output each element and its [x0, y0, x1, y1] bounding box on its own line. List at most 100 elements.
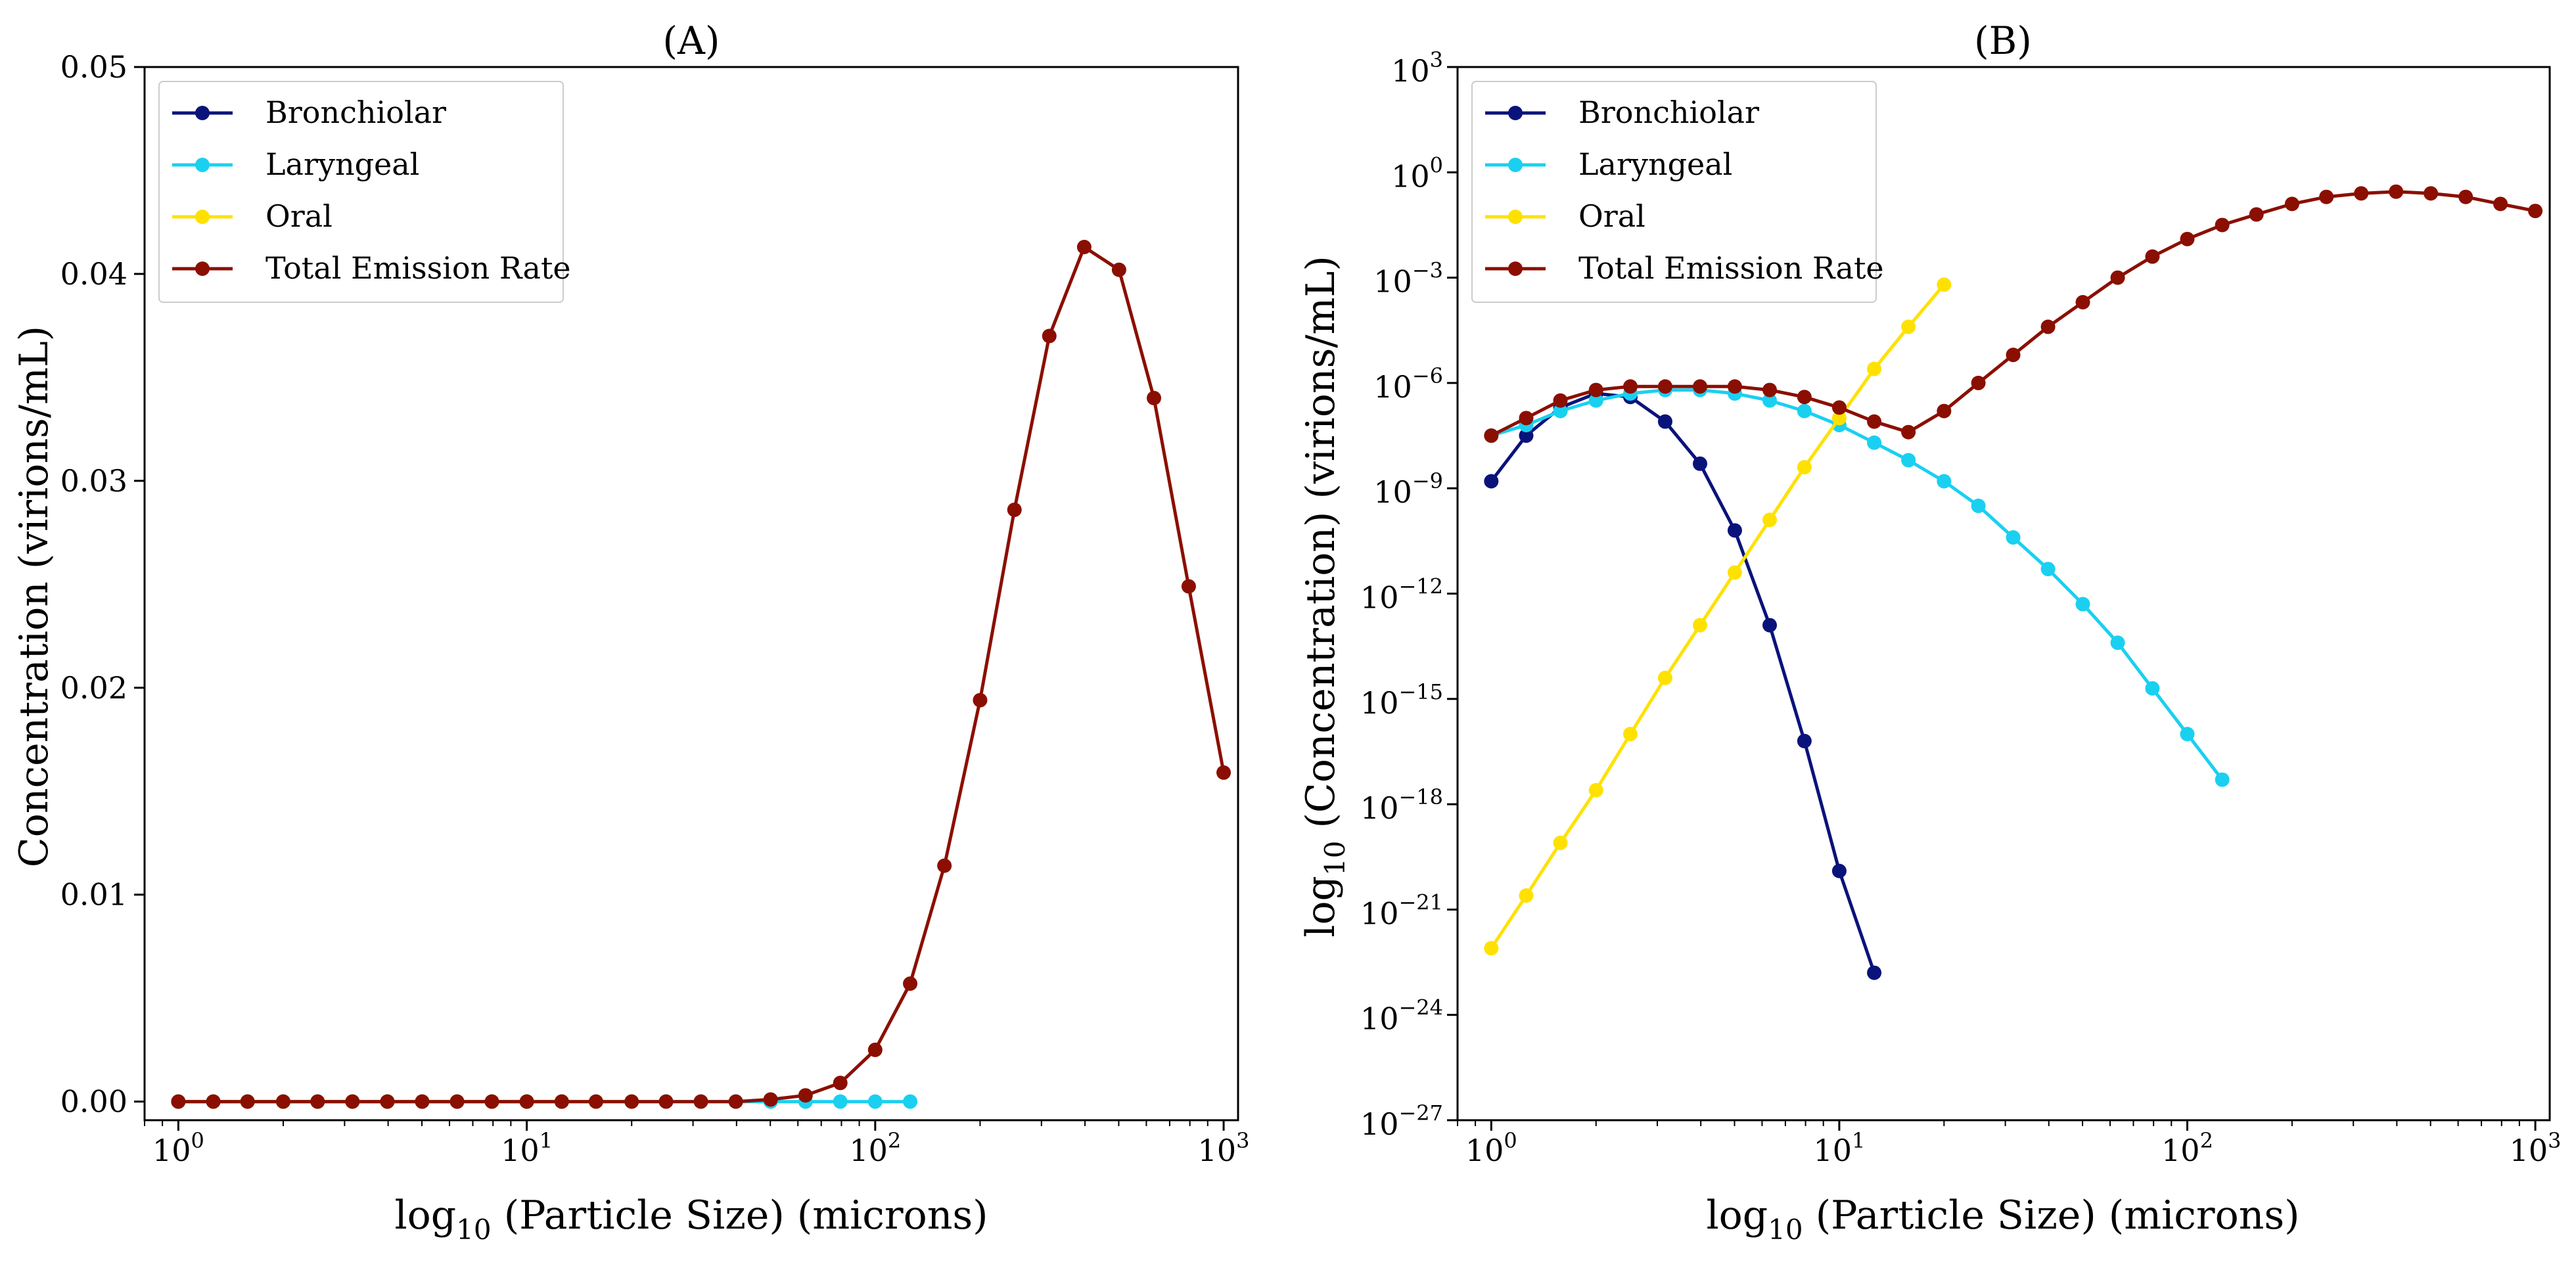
panel-b-point-total-emission-rate	[2284, 196, 2299, 212]
panel-a-legend-label-laryngeal: Laryngeal	[265, 147, 419, 182]
panel-b-y-tick-exponent: −9	[1412, 468, 1443, 493]
panel-b-y-tick-exponent: −15	[1398, 679, 1443, 704]
panel-a-point-total-emission-rate	[415, 1094, 430, 1109]
panel-a-x-tick-base: 10	[849, 1133, 888, 1168]
panel-b-point-total-emission-rate	[2458, 189, 2473, 204]
panel-b-point-oral	[1693, 618, 1708, 633]
panel-a-point-total-emission-rate	[345, 1094, 360, 1109]
panel-b-axes-frame	[1456, 66, 2551, 1122]
panel-b-y-tick-exponent: 3	[1430, 47, 1443, 72]
panel-a-point-total-emission-rate	[449, 1094, 465, 1109]
panel-b-legend: Bronchiolar Laryngeal Oral Total Emission R…	[1471, 81, 1884, 303]
panel-a-x-tick-exponent: 3	[1236, 1128, 1249, 1153]
panel-b-point-oral	[1553, 835, 1568, 850]
panel-a-legend-label-oral: Oral	[265, 198, 333, 234]
panel-a-point-total-emission-rate	[1111, 262, 1126, 277]
panel-b-point-bronchiolar	[1831, 863, 1847, 878]
panel-a-point-total-emission-rate	[1042, 329, 1057, 344]
panel-b-legend-box	[1471, 81, 1877, 303]
panel-b-x-tick-base: 10	[2510, 1133, 2548, 1168]
panel-b-series	[1484, 184, 2543, 980]
panel-a-point-total-emission-rate	[833, 1076, 848, 1091]
panel-b-y-tick-base: 10	[1360, 1106, 1399, 1142]
panel-b-legend-marker-oral	[1508, 210, 1523, 224]
panel-b-point-laryngeal	[2180, 727, 2195, 742]
panel-b-x-ticks: 100 101 102 103	[1457, 1120, 2562, 1168]
panel-b-point-total-emission-rate	[2493, 196, 2508, 212]
panel-b-point-total-emission-rate	[2528, 204, 2543, 219]
panel-b-point-total-emission-rate	[1519, 411, 1534, 426]
panel-b-point-oral	[1901, 319, 1916, 334]
panel-b-legend-marker-bronchiolar	[1508, 106, 1523, 120]
panel-b-point-laryngeal	[2145, 681, 2160, 696]
panel-a-legend-label-total-emission-rate: Total Emission Rate	[265, 250, 571, 286]
panel-b-point-total-emission-rate	[2319, 189, 2334, 204]
panel-a-point-total-emission-rate	[310, 1094, 325, 1109]
panel-a-y-tick-label: 0.05	[60, 49, 127, 85]
panel-a-point-total-emission-rate	[867, 1042, 883, 1057]
panel-a-point-total-emission-rate	[519, 1094, 534, 1109]
panel-b-point-laryngeal	[2110, 635, 2125, 650]
panel-b-point-total-emission-rate	[2354, 186, 2369, 201]
panel-b-point-oral	[1484, 941, 1499, 956]
panel-b-point-laryngeal	[1588, 393, 1603, 408]
panel-a-y-ticks: 0.00 0.01 0.02 0.03 0.04 0.05	[60, 49, 145, 1120]
panel-b-point-laryngeal	[1553, 403, 1568, 419]
panel-a-point-total-emission-rate	[1181, 579, 1196, 594]
panel-a-x-tick-label: 103	[1198, 1128, 1250, 1168]
panel-a-x-tick-base: 10	[152, 1133, 191, 1168]
panel-b-y-tick-label: 10−15	[1360, 679, 1443, 721]
panel-b-point-laryngeal	[1762, 393, 1778, 408]
panel-b-point-laryngeal	[2215, 772, 2230, 787]
panel-a-point-total-emission-rate	[798, 1088, 813, 1103]
panel-b-point-laryngeal	[1867, 435, 1882, 450]
panel-b-point-oral	[1762, 512, 1778, 528]
panel-b-point-oral	[1727, 565, 1742, 580]
panel-b-y-tick-base: 10	[1373, 264, 1412, 300]
panel-a-point-total-emission-rate	[171, 1094, 186, 1109]
panel-a-point-total-emission-rate	[588, 1094, 603, 1109]
panel-a-x-axis-label: log10 (Particle Size) (microns)	[394, 1192, 988, 1246]
panel-b: (B) 100 101 102 103 10310010−310−610−910−12…	[1298, 18, 2562, 1246]
panel-a-y-tick-label: 0.04	[60, 256, 127, 292]
panel-b-y-tick-label: 10−27	[1360, 1100, 1443, 1142]
panel-a-point-laryngeal	[833, 1094, 848, 1109]
panel-b-point-total-emission-rate	[1588, 382, 1603, 397]
panel-a-point-total-emission-rate	[624, 1094, 639, 1109]
panel-a: (A) 100 101 102 103 0.000.010.020.030.040.0…	[11, 18, 1250, 1246]
panel-b-x-tick-label: 100	[1465, 1128, 1517, 1168]
panel-b-y-tick-exponent: −12	[1398, 574, 1443, 599]
panel-b-y-tick-label: 10−6	[1373, 363, 1443, 405]
panel-a-point-laryngeal	[903, 1094, 918, 1109]
panel-a-point-total-emission-rate	[728, 1094, 743, 1109]
panel-b-y-tick-base: 10	[1360, 790, 1399, 826]
panel-b-point-total-emission-rate	[1971, 375, 1986, 390]
panel-b-legend-label-total-emission-rate: Total Emission Rate	[1578, 250, 1884, 286]
panel-b-y-tick-base: 10	[1373, 474, 1412, 510]
panel-b-legend-marker-laryngeal	[1508, 158, 1523, 172]
panel-a-point-total-emission-rate	[903, 976, 918, 991]
panel-b-x-label-suffix: (Particle Size) (microns)	[1803, 1192, 2300, 1238]
panel-b-y-tick-label: 10−24	[1360, 995, 1443, 1037]
panel-b-point-oral	[1622, 727, 1638, 742]
panel-b-y-tick-label: 10−12	[1360, 574, 1443, 616]
panel-b-y-tick-label: 10−3	[1373, 258, 1443, 300]
panel-a-point-total-emission-rate	[658, 1094, 674, 1109]
panel-a-x-tick-exponent: 2	[888, 1128, 901, 1153]
panel-b-y-label-subscript: 10	[1319, 841, 1351, 876]
panel-b-y-tick-base: 10	[1360, 580, 1399, 616]
panel-b-point-total-emission-rate	[2110, 270, 2125, 285]
panel-a-y-tick-label: 0.00	[60, 1084, 127, 1120]
panel-b-point-total-emission-rate	[1797, 390, 1812, 405]
panel-b-y-axis-label: log10 (Concentration) (virions/mL)	[1298, 256, 1351, 938]
panel-b-x-axis-label: log10 (Particle Size) (microns)	[1706, 1192, 2299, 1246]
panel-b-title: (B)	[1974, 18, 2032, 63]
panel-a-x-tick-base: 10	[1198, 1133, 1237, 1168]
panel-b-y-tick-exponent: −18	[1398, 784, 1443, 809]
panel-b-point-total-emission-rate	[2040, 319, 2056, 334]
panel-b-y-tick-label: 10−18	[1360, 784, 1443, 826]
panel-b-legend-label-bronchiolar: Bronchiolar	[1578, 95, 1759, 130]
panel-b-legend-label-laryngeal: Laryngeal	[1578, 147, 1732, 182]
panel-b-x-tick-label: 102	[2161, 1128, 2213, 1168]
